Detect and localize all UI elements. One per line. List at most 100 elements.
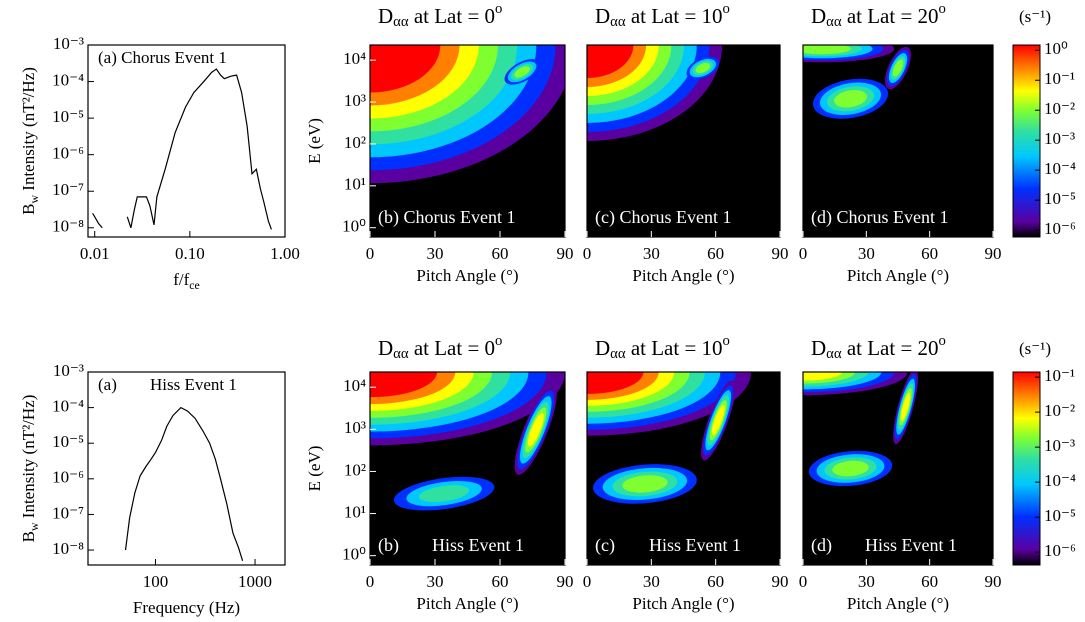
- panel-label: (c) Chorus Event 1: [595, 207, 731, 228]
- colorbar-tick-label: 10⁻⁴: [1044, 471, 1076, 490]
- y-tick-label: 10⁴: [343, 49, 366, 68]
- panel-label: Hiss Event 1: [432, 535, 524, 555]
- panel-label: Hiss Event 1: [150, 375, 237, 394]
- heatmap-region: [622, 475, 668, 493]
- colorbar: [1012, 371, 1041, 566]
- heatmap-image: [587, 372, 752, 504]
- y-tick-label: 10⁰: [342, 217, 366, 236]
- x-tick-label: 30: [858, 244, 875, 263]
- x-tick-label: 90: [772, 572, 789, 591]
- y-axis-label-text: Intensity (nT²/Hz): [19, 67, 38, 195]
- x-axis-label-base: f/f: [173, 270, 189, 289]
- heatmap-image: [587, 45, 723, 141]
- x-tick-label: 100: [143, 572, 169, 591]
- y-tick-label: 10⁻⁸: [52, 539, 84, 558]
- x-tick-label: 60: [707, 572, 724, 591]
- x-axis-label: Pitch Angle (°): [847, 594, 949, 613]
- y-tick-label: 10⁻⁷: [52, 180, 84, 199]
- y-axis-label: Bw Intensity (nT²/Hz): [19, 67, 41, 215]
- panel-title-sub: αα: [826, 346, 842, 362]
- y-axis-label: E (eV): [305, 446, 324, 492]
- y-tick-label: 10²: [344, 133, 366, 152]
- panel-label: (c): [595, 535, 615, 556]
- x-axis-label: f/fce: [173, 270, 200, 292]
- plot-frame: [87, 44, 286, 238]
- x-tick-label: 0: [799, 572, 808, 591]
- x-tick-label: 0: [583, 572, 592, 591]
- panel-label: (b): [378, 535, 399, 556]
- panel-title: Dαα at Lat = 0o: [378, 333, 502, 362]
- panel-title-sub: αα: [393, 14, 409, 30]
- heatmap-region: [711, 405, 725, 436]
- y-axis-label-base: B: [19, 204, 38, 215]
- panel-title-sup: o: [939, 333, 946, 349]
- y-tick-label: 10⁻⁵: [52, 432, 84, 451]
- y-tick-label: 10⁻³: [53, 361, 84, 380]
- panel-title-text: at Lat = 20: [842, 336, 939, 360]
- y-tick-label: 10⁻⁶: [52, 144, 84, 163]
- x-tick-label: 0: [799, 244, 808, 263]
- heatmap-region: [695, 63, 710, 74]
- heatmap-region: [900, 392, 911, 421]
- y-tick-label: 10⁰: [342, 545, 366, 564]
- colorbar-unit: (s⁻¹): [1019, 7, 1051, 26]
- colorbar-tick-label: 10⁻¹: [1044, 69, 1075, 88]
- x-axis-label: Pitch Angle (°): [416, 266, 518, 285]
- y-tick-label: 10⁻⁴: [52, 397, 84, 416]
- colorbar-tick-label: 10⁻⁶: [1044, 541, 1076, 560]
- x-tick-label: 0.01: [80, 244, 110, 263]
- heatmap-region: [832, 460, 869, 477]
- panel-title-sup: o: [723, 1, 730, 17]
- panel-title-base: D: [378, 336, 393, 360]
- panel-title: Dαα at Lat = 20o: [811, 1, 946, 30]
- x-tick-label: 0: [583, 244, 592, 263]
- panel-title-text: at Lat = 0: [409, 4, 495, 28]
- colorbar: [1012, 44, 1041, 238]
- plot-frame: [802, 44, 994, 238]
- heatmap-region: [418, 485, 470, 503]
- panel-title-text: at Lat = 0: [409, 336, 495, 360]
- y-tick-label: 10⁴: [343, 376, 366, 395]
- x-axis-label: Pitch Angle (°): [632, 594, 734, 613]
- panel-title-sub: αα: [826, 14, 842, 30]
- heatmap-region: [803, 372, 843, 381]
- panel-title: Dαα at Lat = 20o: [811, 333, 946, 362]
- plot-frame: [369, 44, 566, 238]
- x-tick-label: 0: [366, 244, 375, 263]
- panel-label: (d): [811, 535, 832, 556]
- panel-label: Hiss Event 1: [865, 535, 957, 555]
- y-tick-label: 10⁻⁶: [52, 468, 84, 487]
- panel-label: (a): [98, 375, 117, 394]
- x-axis-label-sub: ce: [189, 278, 200, 292]
- heatmap-region: [370, 372, 438, 398]
- y-axis-label-sub: w: [27, 522, 41, 531]
- x-tick-label: 90: [985, 572, 1002, 591]
- x-axis-label: Pitch Angle (°): [416, 594, 518, 613]
- y-tick-label: 10¹: [344, 175, 366, 194]
- y-axis-label-base: B: [19, 531, 38, 542]
- x-tick-label: 0: [366, 572, 375, 591]
- panel-title-text: at Lat = 20: [842, 4, 939, 28]
- x-tick-label: 30: [643, 244, 660, 263]
- y-tick-label: 10⁻⁸: [52, 217, 84, 236]
- y-axis-label-sub: w: [27, 195, 41, 204]
- colorbar-tick-label: 10⁻⁶: [1044, 219, 1076, 238]
- panel-title: Dαα at Lat = 0o: [378, 1, 502, 30]
- y-axis-label: Bw Intensity (nT²/Hz): [19, 395, 41, 543]
- panel-label: (a) Chorus Event 1: [98, 48, 227, 67]
- x-tick-label: 90: [772, 244, 789, 263]
- y-tick-label: 10¹: [344, 502, 366, 521]
- x-tick-label: 60: [921, 244, 938, 263]
- panel-title-sup: o: [939, 1, 946, 17]
- heatmap-region: [587, 45, 634, 78]
- y-tick-label: 10³: [344, 91, 366, 110]
- x-tick-label: 60: [921, 572, 938, 591]
- colorbar-tick-label: 10⁻⁵: [1044, 189, 1076, 208]
- y-axis-label: E (eV): [305, 118, 324, 164]
- heatmap-image: [370, 45, 565, 184]
- y-tick-label: 10⁻⁵: [52, 107, 84, 126]
- colorbar-tick-label: 10⁻⁵: [1044, 506, 1076, 525]
- y-tick-label: 10³: [344, 418, 366, 437]
- heatmap-image: [803, 45, 911, 119]
- heatmap-region: [803, 45, 851, 55]
